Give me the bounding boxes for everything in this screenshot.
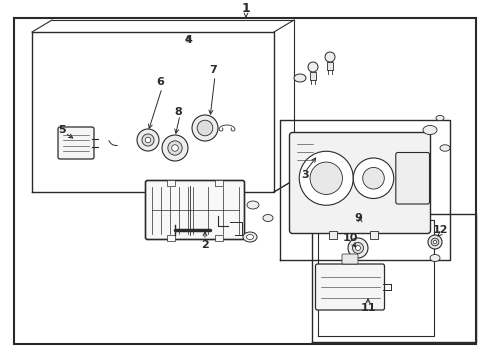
Text: 7: 7 [209, 65, 217, 75]
Circle shape [353, 158, 394, 198]
Circle shape [299, 151, 353, 205]
Bar [369, 230, 377, 238]
Text: 3: 3 [301, 170, 309, 180]
Circle shape [428, 235, 442, 249]
Text: 12: 12 [432, 225, 448, 235]
Circle shape [348, 238, 368, 258]
Text: 10: 10 [343, 233, 358, 243]
Circle shape [142, 134, 154, 146]
Ellipse shape [247, 201, 259, 209]
FancyBboxPatch shape [290, 132, 431, 234]
Circle shape [352, 243, 364, 253]
Text: 11: 11 [360, 303, 376, 313]
FancyBboxPatch shape [342, 254, 358, 264]
Circle shape [172, 145, 178, 151]
Circle shape [162, 135, 188, 161]
FancyBboxPatch shape [396, 153, 430, 204]
Circle shape [197, 120, 213, 136]
Bar [215, 234, 223, 240]
Ellipse shape [440, 145, 450, 151]
FancyBboxPatch shape [316, 264, 385, 310]
Bar [310, 72, 316, 80]
FancyBboxPatch shape [146, 180, 245, 239]
Text: 5: 5 [58, 125, 66, 135]
Circle shape [168, 141, 182, 155]
Bar [215, 180, 223, 185]
Ellipse shape [430, 255, 440, 261]
Circle shape [363, 167, 384, 189]
Ellipse shape [243, 232, 257, 242]
Text: 1: 1 [242, 1, 250, 14]
Bar [329, 230, 337, 238]
Circle shape [356, 246, 361, 251]
Ellipse shape [263, 215, 273, 221]
Circle shape [325, 52, 335, 62]
Circle shape [310, 162, 343, 194]
FancyBboxPatch shape [58, 127, 94, 159]
Bar [327, 62, 333, 70]
Ellipse shape [246, 234, 253, 239]
Text: 8: 8 [174, 107, 182, 117]
Text: 4: 4 [184, 35, 192, 45]
Ellipse shape [294, 74, 306, 82]
Text: 9: 9 [354, 213, 362, 223]
Circle shape [145, 137, 151, 143]
Circle shape [433, 240, 437, 244]
Ellipse shape [423, 125, 437, 135]
Ellipse shape [436, 116, 444, 121]
Circle shape [308, 62, 318, 72]
Bar [167, 234, 175, 240]
Text: 6: 6 [156, 77, 164, 87]
Text: 2: 2 [201, 240, 209, 250]
Circle shape [431, 238, 439, 246]
Circle shape [192, 115, 218, 141]
Circle shape [137, 129, 159, 151]
Bar [167, 180, 175, 185]
